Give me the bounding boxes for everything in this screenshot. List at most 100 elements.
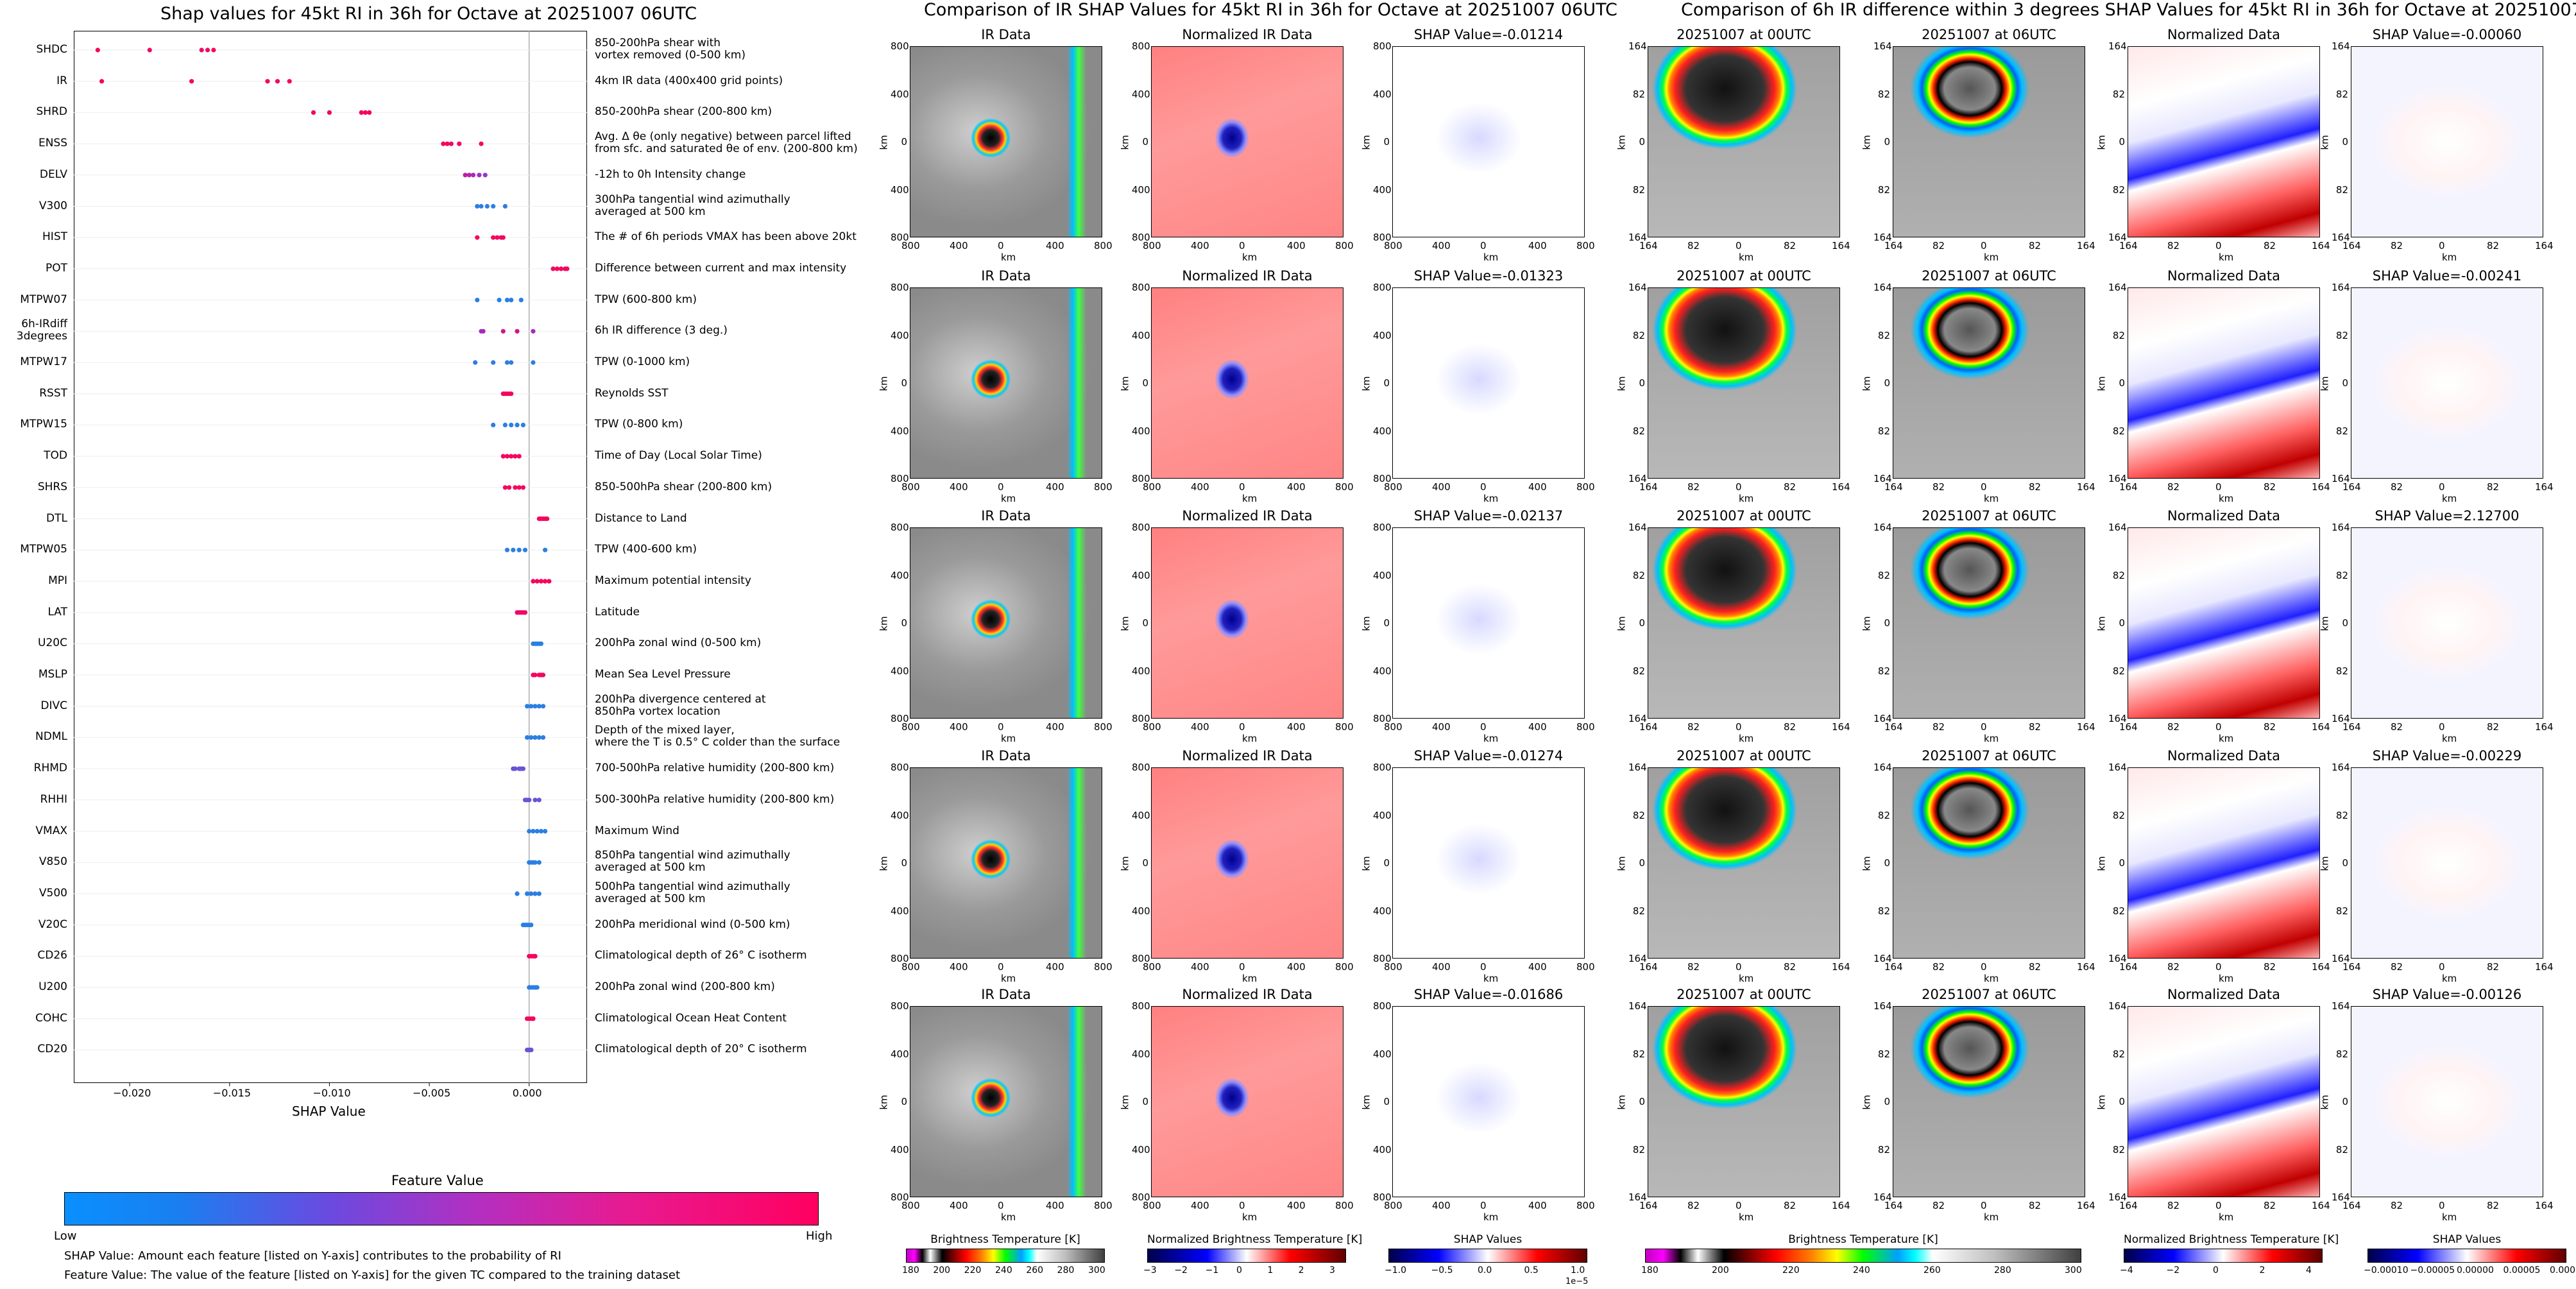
feature-description: 850-200hPa shear with vortex removed (0-5… <box>595 37 746 62</box>
heatmap-xtick-label: 164 <box>1639 1200 1658 1211</box>
heatmap-ytick-label: 0 <box>1383 857 1390 869</box>
heatmap-xlabel: km <box>1483 252 1499 263</box>
heatmap-ylabel: km <box>2095 376 2108 391</box>
heatmap-xtick-label: 800 <box>1576 1200 1595 1211</box>
heatmap-ylabel: km <box>1119 376 1131 391</box>
colorbar-tick-label: −2 <box>1174 1265 1188 1276</box>
heatmap-ytick-label: 164 <box>2332 1191 2350 1203</box>
colorbar-tick-label: −1 <box>1205 1265 1219 1276</box>
heatmap-ytick-label: 164 <box>1628 473 1647 484</box>
heatmap-ylabel: km <box>1861 135 1873 150</box>
heatmap-xlabel: km <box>1984 973 1999 984</box>
feature-name: ENSS <box>38 137 67 150</box>
colorbar-tick-label: 2 <box>2259 1265 2265 1276</box>
heatmap-xtick-label: 0 <box>998 240 1004 252</box>
heatmap-ytick-label: 82 <box>1632 569 1645 581</box>
heatmap-xlabel: km <box>1242 973 1258 984</box>
feature-value-colorbar <box>64 1192 819 1225</box>
heatmap-xtick-label: 164 <box>2535 721 2554 733</box>
heatmap-xtick-label: 164 <box>2342 240 2361 252</box>
feature-description-line: Climatological Ocean Heat Content <box>595 1011 787 1025</box>
heatmap-ytick-label: 400 <box>1373 905 1392 917</box>
heatmap-ytick-label: 400 <box>1373 1048 1392 1060</box>
heatmap-xtick-label: 0 <box>1239 481 1245 493</box>
heatmap-ytick-label: 82 <box>1632 425 1645 437</box>
heatmap-xtick-label: 400 <box>1528 961 1547 973</box>
feature-name: DTL <box>46 511 67 525</box>
feature-description: 200hPa zonal wind (200-800 km) <box>595 981 775 993</box>
heatmap-xtick-label: 800 <box>1335 1200 1354 1211</box>
heatmap-xtick-label: 0 <box>1480 1200 1487 1211</box>
heatmap-xtick-label: 800 <box>1143 481 1161 493</box>
heatmap-ytick-label: 800 <box>891 473 909 484</box>
heatmap-ylabel: km <box>2095 616 2108 631</box>
heatmap-ytick-label: 0 <box>2342 857 2348 869</box>
heatmap-ytick-label: 0 <box>1639 617 1645 629</box>
feature-description: 300hPa tangential wind azimuthally averag… <box>595 193 790 218</box>
heatmap-panel <box>2351 287 2543 479</box>
feature-name: LAT <box>47 605 67 619</box>
feature-description: The # of 6h periods VMAX has been above … <box>595 231 857 243</box>
heatmap-xtick-label: 82 <box>1932 1200 1945 1211</box>
colorbar-tick-label: 200 <box>1712 1265 1729 1276</box>
heatmap-ylabel: km <box>2319 1095 2331 1110</box>
feature-description-line: Mean Sea Level Pressure <box>595 668 731 681</box>
heatmap-ytick-label: 400 <box>891 184 909 196</box>
heatmap-xtick-label: 82 <box>1687 240 1700 252</box>
feature-description-line: 4km IR data (400x400 grid points) <box>595 74 783 87</box>
heatmap-ylabel: km <box>878 856 890 871</box>
colorbar-tick-label: 0 <box>1236 1265 1242 1276</box>
heatmap-ytick-label: 82 <box>2335 184 2348 196</box>
heatmap-ytick-label: 164 <box>2332 522 2350 533</box>
heatmap-ytick-label: 400 <box>1373 1143 1392 1156</box>
heatmap-ytick-label: 82 <box>1632 1048 1645 1060</box>
heatmap-ytick-label: 164 <box>1873 282 1892 293</box>
heatmap-xtick-label: 400 <box>1287 1200 1306 1211</box>
heatmap-ytick-label: 0 <box>1142 617 1148 629</box>
feature-description-line: averaged at 500 km <box>595 861 706 875</box>
heatmap-xtick-label: 82 <box>1932 721 1945 733</box>
heatmap-ytick-label: 0 <box>1383 1096 1390 1107</box>
heatmap-ytick-label: 82 <box>1877 184 1890 196</box>
heatmap-xtick-label: 82 <box>2487 721 2500 733</box>
feature-description-line: TPW (0-1000 km) <box>595 355 690 368</box>
heatmap-xtick-label: 164 <box>2077 1200 2095 1211</box>
heatmap-xtick-label: 164 <box>2312 240 2330 252</box>
heatmap-ytick-label: 164 <box>2108 232 2127 243</box>
heatmap-xtick-label: 164 <box>2077 961 2095 973</box>
heatmap-panel-title: SHAP Value=-0.01686 <box>1413 987 1564 1002</box>
heatmap-panel <box>2351 1006 2543 1197</box>
feature-description-line: 850hPa tangential wind azimuthally <box>595 849 790 862</box>
colorbar-tick-label: 240 <box>1853 1265 1870 1276</box>
heatmap-ytick-label: 164 <box>2332 953 2350 964</box>
heatmap-xtick-label: 164 <box>1639 721 1658 733</box>
heatmap-ytick-label: 82 <box>2335 1048 2348 1060</box>
heatmap-xtick-label: 0 <box>2439 240 2445 252</box>
heatmap-panel <box>1893 1006 2085 1197</box>
heatmap-xtick-label: 0 <box>2439 961 2445 973</box>
heatmap-ytick-label: 82 <box>1632 905 1645 917</box>
heatmap-ytick-label: 400 <box>891 809 909 821</box>
heatmap-xtick-label: 82 <box>2487 240 2500 252</box>
feature-description: Depth of the mixed layer, where the T is … <box>595 724 840 749</box>
heatmap-panel-title: SHAP Value=2.12700 <box>2375 508 2520 524</box>
heatmap-ytick-label: 164 <box>2108 473 2127 484</box>
heatmap-xlabel: km <box>1001 733 1016 744</box>
heatmap-xtick-label: 400 <box>1191 961 1209 973</box>
heatmap-xtick-label: 82 <box>2029 240 2042 252</box>
feature-name: MSLP <box>38 668 67 681</box>
heatmap-xlabel: km <box>1242 252 1258 263</box>
heatmap-panel <box>2128 287 2320 479</box>
heatmap-ytick-label: 800 <box>1132 713 1150 724</box>
feature-description: Climatological depth of 26° C isotherm <box>595 950 807 962</box>
heatmap-xtick-label: 164 <box>1832 961 1850 973</box>
feature-name: V20C <box>38 918 67 931</box>
heatmap-xtick-label: 82 <box>1687 1200 1700 1211</box>
heatmap-xtick-label: 164 <box>2119 240 2138 252</box>
heatmap-ytick-label: 800 <box>891 713 909 724</box>
feature-description-line: -12h to 0h Intensity change <box>595 167 746 181</box>
heatmap-xtick-label: 800 <box>1335 481 1354 493</box>
heatmap-panel-title: 20251007 at 00UTC <box>1676 508 1811 524</box>
heatmap-xtick-label: 800 <box>1576 961 1595 973</box>
colorbar-tick-label: 180 <box>902 1265 919 1276</box>
